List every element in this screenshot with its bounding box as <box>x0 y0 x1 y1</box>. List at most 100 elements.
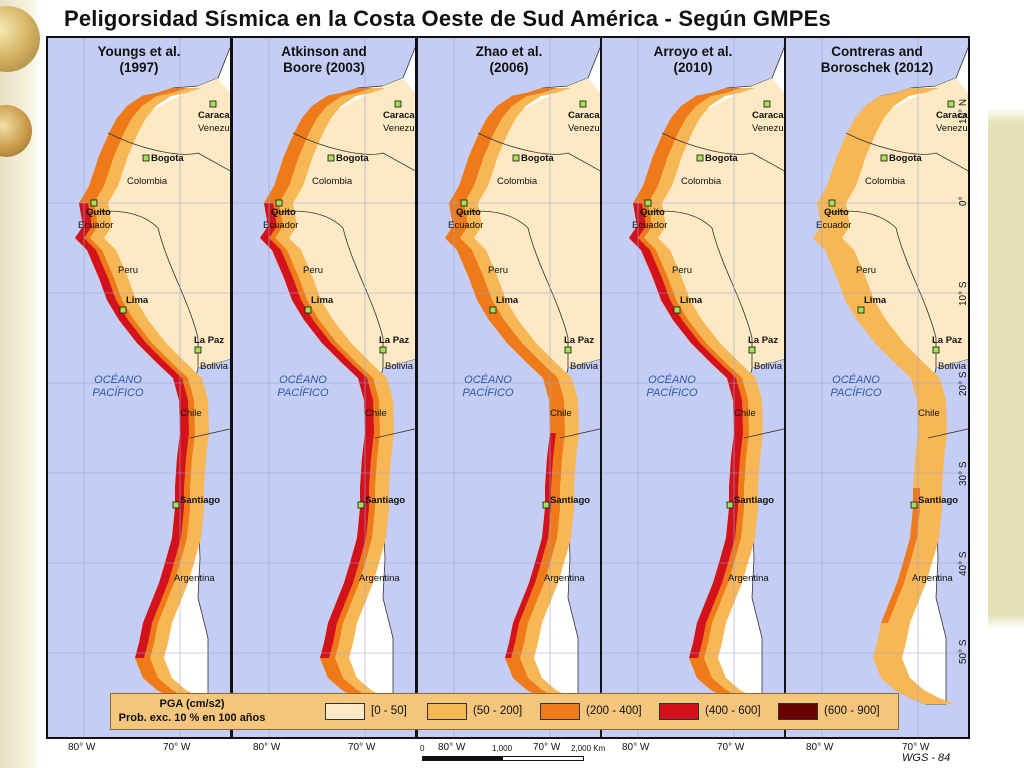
longitude-label: 70° W <box>902 742 930 753</box>
map-label-ocean: PACÍFICO <box>830 386 882 399</box>
map-label-caracas: Caracas <box>198 110 230 121</box>
longitude-label: 70° W <box>163 742 191 753</box>
map-label-ecuador: Ecuador <box>816 220 851 231</box>
city-marker-icon <box>726 501 734 509</box>
map-label-argentina: Argentina <box>912 573 953 584</box>
city-marker-icon <box>327 154 335 162</box>
map-label-la-paz: La Paz <box>748 335 778 346</box>
map-svg: Caracas Venezuela Bogota Colombia Quito Ecuad… <box>418 38 600 737</box>
scale-bar-zero: 0 <box>420 744 425 753</box>
map-label-chile: Chile <box>180 408 202 419</box>
city-marker-icon <box>880 154 888 162</box>
map-svg: Caracas Venezuela Bogota Colombia Quito Ecuad… <box>602 38 784 737</box>
city-marker-icon <box>394 100 402 108</box>
map-label-ocean: PACÍFICO <box>462 386 514 399</box>
city-marker-icon <box>304 306 312 314</box>
map-label-caracas: Caracas <box>936 110 968 121</box>
city-marker-icon <box>696 154 704 162</box>
map-label-ocean: PACÍFICO <box>92 386 144 399</box>
map-panel: Caracas Venezuela Bogota Colombia Quito Ecuad… <box>600 36 786 739</box>
map-label-peru: Peru <box>118 265 138 276</box>
city-marker-icon <box>763 100 771 108</box>
city-marker-icon <box>512 154 520 162</box>
slide: Peligorsidad Sísmica en la Costa Oeste d… <box>42 0 988 768</box>
city-marker-icon <box>542 501 550 509</box>
map-label-bogota: Bogota <box>889 153 922 164</box>
panel-title: Zhao et al. (2006) <box>475 44 543 75</box>
city-marker-icon <box>275 199 283 207</box>
city-marker-icon <box>209 100 217 108</box>
legend-label: (600 - 900] <box>824 705 880 717</box>
map-panel: Caracas Venezuela Bogota Colombia Quito Ecuad… <box>416 36 602 739</box>
map-label-chile: Chile <box>734 408 756 419</box>
map-label-bolivia: Bolivia <box>938 361 967 372</box>
city-marker-icon <box>194 346 202 354</box>
map-label-peru: Peru <box>303 265 323 276</box>
map-label-peru: Peru <box>856 265 876 276</box>
datum-label: WGS - 84 <box>902 752 951 764</box>
map-label-ocean: OCÉANO <box>832 373 880 386</box>
map-label-quito: Quito <box>271 207 296 218</box>
slide-title: Peligorsidad Sísmica en la Costa Oeste d… <box>64 6 831 31</box>
map-label-ocean: OCÉANO <box>648 373 696 386</box>
map-label-santiago: Santiago <box>550 495 590 506</box>
city-marker-icon <box>910 501 918 509</box>
latitude-label: 0° <box>958 196 969 206</box>
map-label-ecuador: Ecuador <box>448 220 483 231</box>
map-label-lima: Lima <box>680 295 703 306</box>
map-svg: Caracas Venezuela Bogota Colombia Quito Ecuad… <box>48 38 230 737</box>
city-marker-icon <box>947 100 955 108</box>
latitude-label: 10° N <box>958 98 969 124</box>
map-label-quito: Quito <box>86 207 111 218</box>
map-label-ocean: OCÉANO <box>464 373 512 386</box>
map-label-santiago: Santiago <box>734 495 774 506</box>
map-label-venezuela: Venezuela <box>383 123 415 134</box>
map-label-colombia: Colombia <box>127 176 168 187</box>
map-label-venezuela: Venezuela <box>568 123 600 134</box>
legend-label: (400 - 600] <box>705 705 761 717</box>
map-label-peru: Peru <box>672 265 692 276</box>
city-marker-icon <box>172 501 180 509</box>
latitude-label: 40° S <box>958 551 969 576</box>
map-label-venezuela: Venezuela <box>198 123 230 134</box>
map-label-la-paz: La Paz <box>564 335 594 346</box>
map-label-la-paz: La Paz <box>932 335 962 346</box>
city-marker-icon <box>460 199 468 207</box>
city-marker-icon <box>379 346 387 354</box>
map-label-la-paz: La Paz <box>379 335 409 346</box>
longitude-label: 70° W <box>717 742 745 753</box>
latitude-label: 20° S <box>958 371 969 396</box>
legend-title: PGA (cm/s2) Prob. exc. 10 % en 100 años <box>118 698 266 724</box>
map-label-lima: Lima <box>496 295 519 306</box>
longitude-label: 70° W <box>348 742 376 753</box>
latitude-label: 50° S <box>958 639 969 664</box>
map-svg: Caracas Venezuela Bogota Colombia Quito Ecuad… <box>233 38 415 737</box>
map-label-chile: Chile <box>550 408 572 419</box>
legend-label: (50 - 200] <box>473 705 523 717</box>
map-label-venezuela: Venezuela <box>936 123 968 134</box>
map-label-colombia: Colombia <box>865 176 906 187</box>
map-label-santiago: Santiago <box>180 495 220 506</box>
panel-title: Arroyo et al. (2010) <box>653 44 733 75</box>
longitude-label: 80° W <box>253 742 281 753</box>
map-label-la-paz: La Paz <box>194 335 224 346</box>
longitude-label: 80° W <box>438 742 466 753</box>
map-label-bolivia: Bolivia <box>200 361 229 372</box>
longitude-label: 80° W <box>68 742 96 753</box>
legend-swatch <box>325 703 365 720</box>
map-label-lima: Lima <box>311 295 334 306</box>
legend-swatch <box>540 703 580 720</box>
panel-title: Youngs et al. (1997) <box>97 44 181 75</box>
map-label-bogota: Bogota <box>151 153 184 164</box>
map-label-ocean: PACÍFICO <box>277 386 329 399</box>
legend: PGA (cm/s2) Prob. exc. 10 % en 100 años … <box>110 693 899 730</box>
map-label-caracas: Caracas <box>383 110 415 121</box>
map-panel: Caracas Venezuela Bogota Colombia Quito Ecuad… <box>784 36 970 739</box>
map-label-ocean: PACÍFICO <box>646 386 698 399</box>
legend-label: (200 - 400] <box>586 705 642 717</box>
panel-title: Contreras and Boroschek (2012) <box>820 44 934 75</box>
map-panel: Caracas Venezuela Bogota Colombia Quito Ecuad… <box>46 36 232 739</box>
map-label-venezuela: Venezuela <box>752 123 784 134</box>
city-marker-icon <box>748 346 756 354</box>
legend-swatch <box>778 703 818 720</box>
